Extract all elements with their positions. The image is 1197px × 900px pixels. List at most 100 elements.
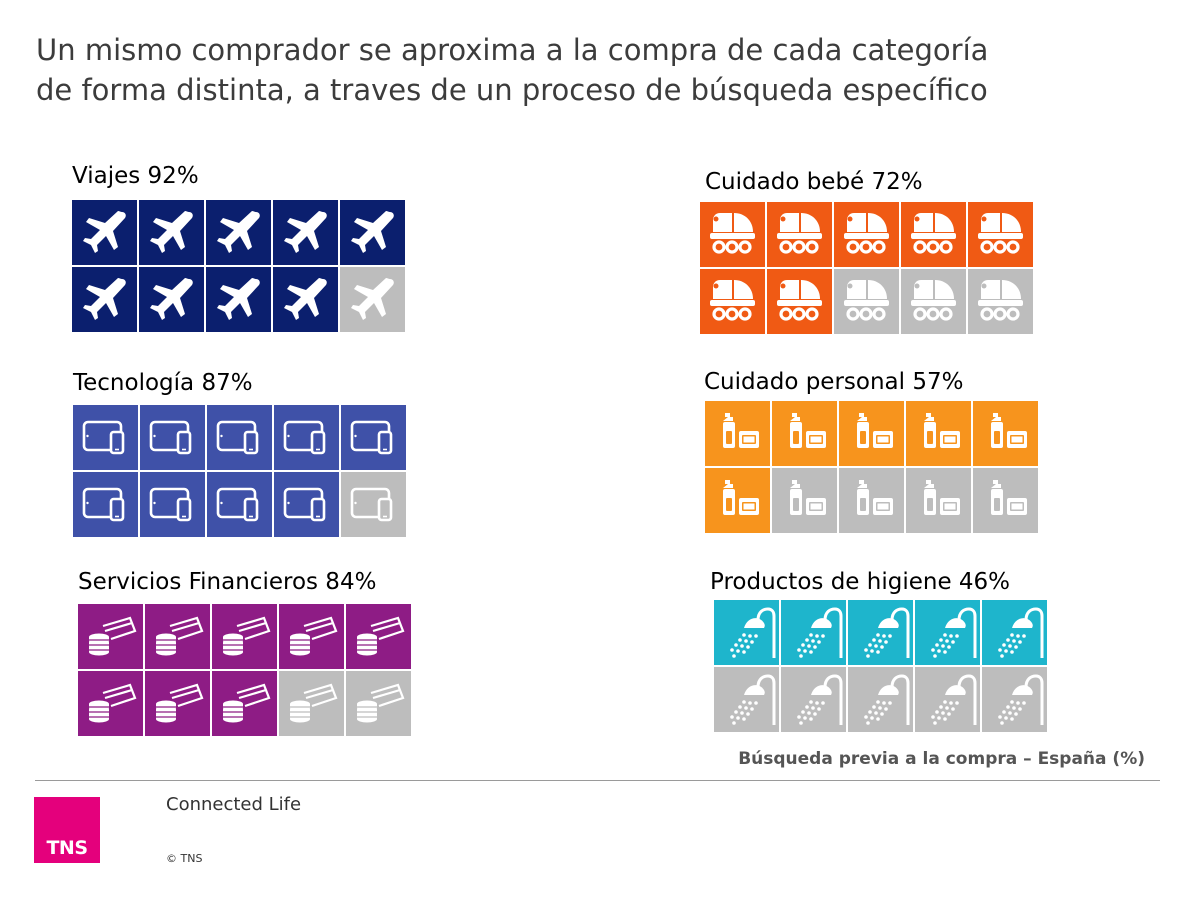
shower-icon — [797, 607, 843, 658]
pictogram-unit-filled — [140, 405, 205, 470]
tns-logo: TNS — [34, 797, 100, 863]
pictogram-unit-filled — [72, 267, 137, 332]
coins-cards-icon — [89, 683, 137, 723]
pictogram-unit-empty — [834, 269, 899, 334]
shower-icon — [864, 674, 910, 725]
tablet-phone-icon — [350, 487, 393, 522]
airplane-icon — [83, 278, 126, 320]
pictogram-unit-filled — [207, 472, 272, 537]
baby-stroller-icon — [978, 280, 1023, 321]
pictogram-unit-filled — [848, 600, 913, 665]
pictogram-unit-filled — [73, 472, 138, 537]
toiletries-icon — [723, 480, 759, 515]
pictogram-unit-filled — [968, 202, 1033, 267]
baby-stroller-icon — [911, 213, 956, 254]
pictogram-unit-filled — [700, 269, 765, 334]
tablet-phone-icon — [283, 420, 326, 455]
pictogram-unit-filled — [274, 405, 339, 470]
pictogram-unit-filled — [206, 267, 271, 332]
tablet-phone-icon — [283, 487, 326, 522]
airplane-icon — [83, 211, 126, 253]
icon-grid — [700, 202, 1033, 334]
pictogram-unit-filled — [839, 401, 904, 466]
shower-icon — [864, 607, 910, 658]
pictogram-unit-empty — [279, 671, 344, 736]
tablet-phone-icon — [82, 487, 125, 522]
toiletries-icon — [991, 480, 1027, 515]
coins-cards-icon — [223, 616, 271, 656]
pictogram-unit-filled — [767, 202, 832, 267]
baby-stroller-icon — [911, 280, 956, 321]
pictogram-unit-empty — [906, 468, 971, 533]
shower-icon — [797, 674, 843, 725]
airplane-icon — [351, 211, 394, 253]
pictogram-unit-filled — [145, 671, 210, 736]
category-label: Cuidado bebé 72% — [705, 169, 923, 195]
category-label: Productos de higiene 46% — [710, 569, 1011, 595]
pictogram-unit-empty — [341, 472, 406, 537]
coins-cards-icon — [357, 683, 405, 723]
pictogram-unit-filled — [700, 202, 765, 267]
pictogram-unit-empty — [968, 269, 1033, 334]
icon-grid — [705, 401, 1038, 533]
pictogram-unit-filled — [207, 405, 272, 470]
toiletries-icon — [857, 413, 893, 448]
baby-stroller-icon — [844, 213, 889, 254]
toiletries-icon — [790, 413, 826, 448]
airplane-icon — [284, 211, 327, 253]
pictogram-unit-empty — [781, 667, 846, 732]
shower-icon — [998, 607, 1044, 658]
tablet-phone-icon — [82, 420, 125, 455]
pictogram-unit-filled — [72, 200, 137, 265]
coins-cards-icon — [156, 616, 204, 656]
pictogram-unit-filled — [139, 200, 204, 265]
shower-icon — [730, 607, 776, 658]
baby-stroller-icon — [710, 280, 755, 321]
page-title: Un mismo comprador se aproxima a la comp… — [36, 30, 1166, 110]
pictogram-unit-filled — [767, 269, 832, 334]
baby-stroller-icon — [844, 280, 889, 321]
toiletries-icon — [790, 480, 826, 515]
pictogram-unit-filled — [140, 472, 205, 537]
baby-stroller-icon — [978, 213, 1023, 254]
tablet-phone-icon — [350, 420, 393, 455]
toiletries-icon — [723, 413, 759, 448]
pictogram-unit-filled — [279, 604, 344, 669]
pictogram-unit-empty — [901, 269, 966, 334]
pictogram-unit-empty — [915, 667, 980, 732]
airplane-icon — [150, 278, 193, 320]
coins-cards-icon — [290, 683, 338, 723]
coins-cards-icon — [156, 683, 204, 723]
tablet-phone-icon — [216, 420, 259, 455]
category-label: Viajes 92% — [72, 163, 199, 189]
shower-icon — [931, 674, 977, 725]
chart-subtitle: Búsqueda previa a la compra – España (%) — [738, 749, 1145, 769]
airplane-icon — [284, 278, 327, 320]
tablet-phone-icon — [216, 487, 259, 522]
shower-icon — [998, 674, 1044, 725]
pictogram-unit-filled — [340, 200, 405, 265]
pictogram-unit-filled — [901, 202, 966, 267]
coins-cards-icon — [290, 616, 338, 656]
shower-icon — [730, 674, 776, 725]
airplane-icon — [217, 278, 260, 320]
pictogram-unit-filled — [273, 267, 338, 332]
pictogram-unit-filled — [982, 600, 1047, 665]
footer-divider — [35, 780, 1160, 781]
pictogram-unit-filled — [781, 600, 846, 665]
airplane-icon — [351, 278, 394, 320]
category-label: Servicios Financieros 84% — [78, 569, 377, 595]
pictogram-unit-filled — [915, 600, 980, 665]
pictogram-unit-filled — [834, 202, 899, 267]
pictogram-unit-empty — [714, 667, 779, 732]
pictogram-unit-filled — [212, 604, 277, 669]
toiletries-icon — [857, 480, 893, 515]
pictogram-unit-empty — [848, 667, 913, 732]
pictogram-unit-filled — [705, 468, 770, 533]
pictogram-unit-filled — [78, 671, 143, 736]
pictogram-unit-empty — [839, 468, 904, 533]
pictogram-unit-filled — [145, 604, 210, 669]
airplane-icon — [150, 211, 193, 253]
pictogram-unit-filled — [341, 405, 406, 470]
airplane-icon — [217, 211, 260, 253]
